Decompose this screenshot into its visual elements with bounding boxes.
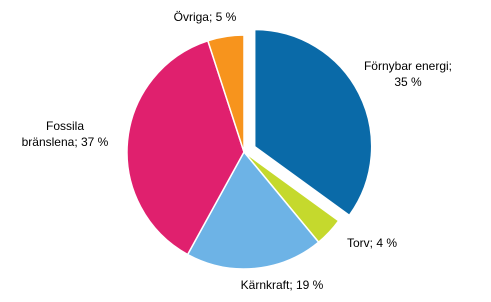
pie-slice xyxy=(186,150,320,270)
pie-slice xyxy=(126,39,245,256)
slice-label: Förnybar energi; xyxy=(364,59,452,73)
slice-label: bränslena; 37 % xyxy=(22,135,109,149)
pie-slice xyxy=(206,34,245,153)
slice-label: 35 % xyxy=(394,75,422,89)
pie-slice xyxy=(253,28,373,217)
slice-label: Övriga; 5 % xyxy=(174,10,237,24)
slice-label: Kärnkraft; 19 % xyxy=(241,278,324,292)
slice-label: Torv; 4 % xyxy=(347,236,397,250)
slice-label: Fossila xyxy=(46,119,84,133)
